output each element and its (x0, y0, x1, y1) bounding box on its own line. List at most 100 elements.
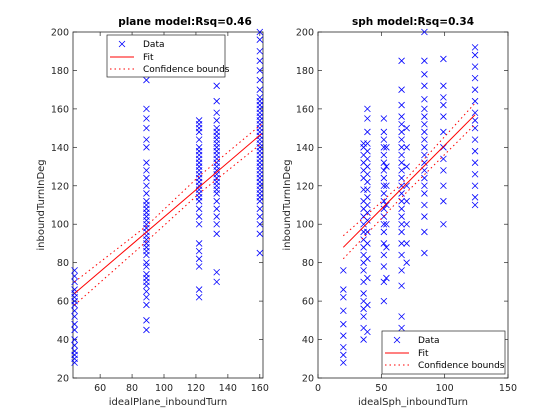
sph-model-data-point (421, 151, 428, 159)
sph-model-data-point (380, 174, 388, 182)
plane-model-y-tick-label: 100 (51, 220, 69, 231)
plane-model-data-point (143, 288, 150, 295)
sph-model-data-point (398, 313, 405, 320)
plane-model-data-point (195, 247, 203, 255)
plane-model-upper-confidence-bound (74, 123, 262, 283)
sph-model-data-point (383, 163, 390, 170)
plane-model-data-point (71, 326, 78, 334)
sph-model-data-point (380, 197, 388, 205)
plane-model-data-point (71, 347, 78, 355)
sph-model-data-point (398, 128, 405, 136)
plane-model-data-point (143, 197, 150, 205)
sph-model-title: sph model:Rsq=0.34 (352, 16, 474, 28)
sph-model-data-point (380, 128, 388, 136)
sph-model-legend-data-marker (393, 336, 401, 344)
plane-model-data-point (256, 205, 264, 213)
sph-model-data-point (364, 228, 371, 236)
sph-model-data-point (380, 144, 388, 151)
plane-model-data-point (213, 230, 220, 238)
sph-model-data-point (471, 182, 479, 190)
sph-model-data-point (364, 115, 371, 122)
plane-model-data-point (213, 82, 220, 90)
sph-model-x-ticks: 0 50 100 150 (315, 32, 517, 394)
sph-model-x-tick-label: 50 (375, 383, 387, 394)
plane-model-data-point (143, 174, 150, 182)
sph-model-data-point (340, 359, 347, 366)
plane-model-data-point (143, 159, 150, 166)
sph-model-data-point (440, 197, 447, 205)
plane-model-data-point (143, 182, 150, 190)
plane-model-data-point (256, 47, 264, 55)
sph-model-data-point (364, 128, 371, 136)
plane-model-data-point (256, 76, 264, 84)
sph-model-data-point (380, 278, 388, 286)
plane-model-data-point (143, 293, 150, 301)
plane-model-data-point (143, 270, 150, 278)
plane-model-data-point (195, 255, 203, 263)
sph-model-data-point (471, 194, 479, 201)
sph-model-data-point (398, 144, 405, 151)
plane-model-data-point (256, 57, 264, 65)
sph-model-data-point (471, 44, 479, 51)
sph-model-data-point (364, 140, 371, 147)
sph-model-data-point (471, 74, 479, 82)
sph-model-data-point (471, 201, 479, 209)
plane-model-data-point (143, 105, 150, 113)
sph-model-data-point (403, 259, 410, 266)
plane-model-data-point (256, 86, 264, 93)
plane-model-lower-confidence-bound (74, 143, 262, 306)
sph-model-lower-confidence-bound (342, 123, 476, 260)
sph-model-data-point (440, 128, 447, 136)
sph-model-data-point (380, 151, 388, 159)
plane-model-y-tick-label: 60 (57, 297, 69, 308)
sph-model-data-point (421, 71, 428, 78)
sph-model-data-point (471, 147, 479, 155)
sph-model-data-point (403, 182, 410, 190)
plane-model-data-point (256, 249, 264, 257)
sph-model-data-point (380, 115, 388, 122)
plane-model-y-tick-label: 160 (51, 104, 69, 115)
sph-model-data-point (421, 182, 428, 190)
sph-model-data-point (380, 228, 388, 236)
sph-model-data-point (340, 332, 347, 339)
sph-model-y-tick-label: 180 (296, 66, 314, 77)
sph-model-y-label: inboundTurnInDeg (282, 159, 293, 250)
sph-model-data-point (360, 336, 367, 343)
plane-model-data-point (213, 117, 220, 124)
sph-model-data-point (421, 113, 428, 120)
plane-model-data-point (256, 36, 264, 43)
plane-model-data-point (213, 205, 220, 213)
plane-model-data-point (71, 320, 78, 328)
sph-model-data-point (364, 170, 371, 178)
sph-model-data-point (364, 163, 371, 170)
sph-model-data-point (340, 293, 347, 301)
plane-model-title: plane model:Rsq=0.46 (118, 16, 252, 28)
sph-model-data-point (471, 63, 479, 70)
plane-model-data-point (71, 313, 78, 320)
plane-model-data-point (143, 144, 150, 151)
sph-model-data-point (364, 255, 371, 263)
plane-model-data-point (256, 230, 264, 238)
plane-model-data-point (143, 136, 150, 143)
sph-model-data-point (471, 51, 479, 59)
sph-model-data-point (380, 297, 388, 305)
sph-model-data-point (380, 240, 388, 247)
plane-model-data-point (213, 197, 220, 205)
plane-model-data-point (143, 301, 150, 309)
sph-model-data-point (383, 274, 390, 282)
sph-model-data-point (421, 105, 428, 113)
sph-model-data-point (364, 209, 371, 216)
plane-model-y-ticks: 20 40 60 80 100 120 140 160 180 200 (51, 28, 263, 385)
sph-model-data-point (398, 113, 405, 120)
plane-model-legend-data-marker (118, 40, 126, 48)
sph-model-data-point (421, 190, 428, 197)
sph-model-legend: Data Fit Confidence bounds (381, 330, 506, 375)
plane-model-x-tick-label: 100 (155, 383, 173, 394)
plane-model-data-point (213, 278, 220, 286)
sph-model-data-point (364, 186, 371, 193)
plane-model-y-tick-label: 40 (57, 335, 69, 346)
sph-model-data-point (421, 136, 428, 143)
sph-model-data-point (380, 251, 388, 259)
sph-model-data-point (440, 167, 447, 174)
sph-model-data-point (383, 220, 390, 228)
